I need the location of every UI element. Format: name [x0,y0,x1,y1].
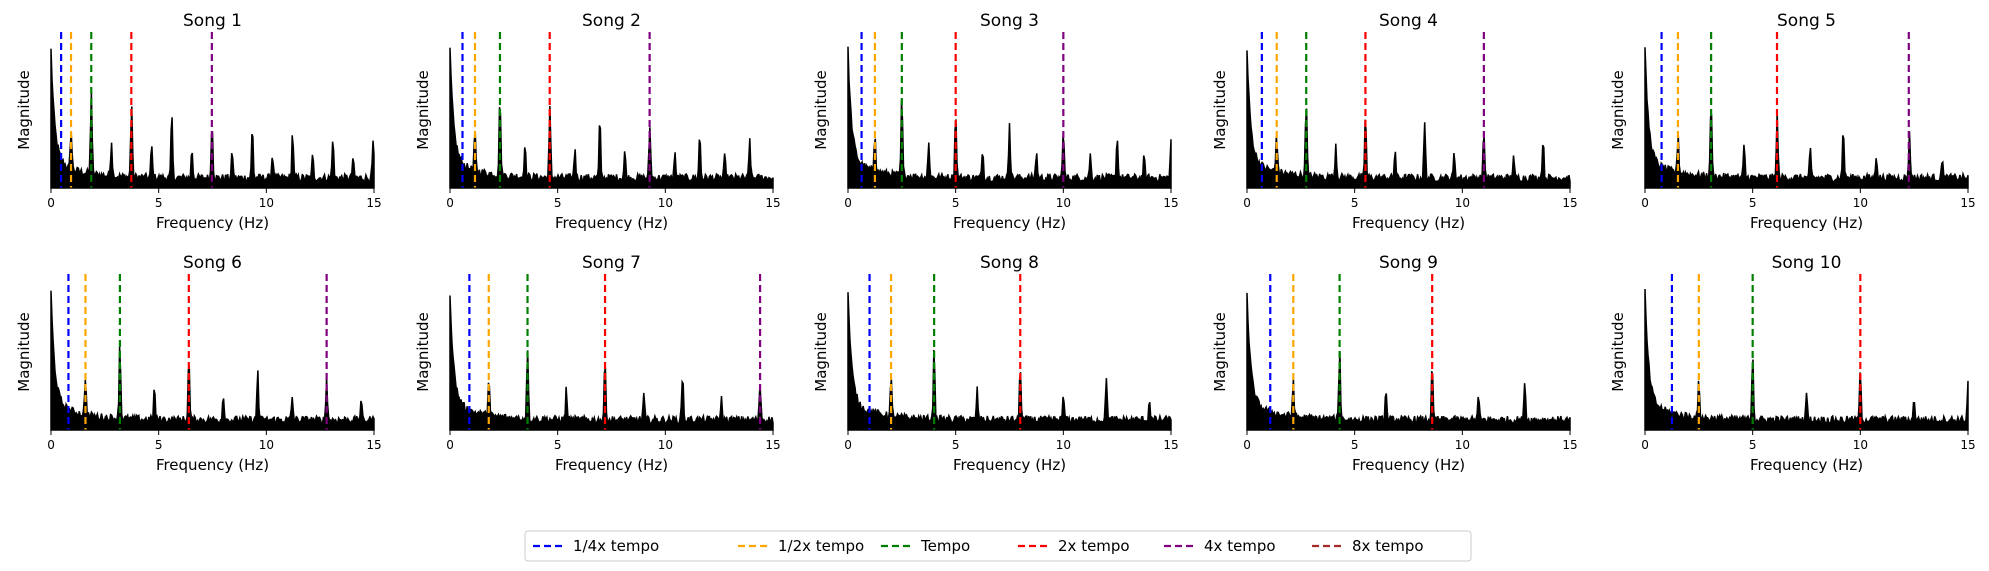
x-axis-label: Frequency (Hz) [156,456,269,474]
subplot-title: Song 1 [183,11,242,31]
spectrum-line [449,295,774,431]
x-tick-label: 5 [554,196,562,210]
legend-label: 1/2x tempo [778,537,864,555]
y-axis-label: Magnitude [812,312,830,391]
x-tick-label: 10 [1056,196,1071,210]
x-tick-label: 0 [1641,196,1649,210]
x-axis-label: Frequency (Hz) [1750,456,1863,474]
subplot-title: Song 9 [1379,253,1438,273]
x-tick-label: 10 [1056,438,1071,452]
x-tick-label: 15 [1562,438,1577,452]
x-tick-label: 5 [1749,196,1757,210]
x-tick-label: 10 [658,196,673,210]
subplot-title: Song 3 [980,11,1039,31]
x-axis-label: Frequency (Hz) [1352,456,1465,474]
legend-label: 1/4x tempo [573,537,659,555]
subplot-song-9: 0 5 10 15 Frequency (Hz) Magnitude Song 9 [1211,253,1578,474]
subplot-song-8: 0 5 10 15 Frequency (Hz) Magnitude Song 8 [812,253,1179,474]
spectrum-line [50,290,375,431]
spectrum-line [1246,292,1571,431]
subplot-title: Song 8 [980,253,1039,273]
subplot-song-1: 0 5 10 15 Frequency (Hz) Magnitude Song 1 [15,11,382,232]
x-tick-label: 0 [844,438,852,452]
spectrum-line [847,46,1172,189]
x-tick-label: 0 [1641,438,1649,452]
spectrum-line [847,292,1172,431]
subplot-song-3: 0 5 10 15 Frequency (Hz) Magnitude Song 3 [812,11,1179,232]
x-tick-label: 5 [1749,438,1757,452]
subplot-title: Song 10 [1772,253,1842,273]
x-axis-label: Frequency (Hz) [953,214,1066,232]
x-tick-label: 15 [765,438,780,452]
x-tick-label: 15 [765,196,780,210]
subplot-title: Song 5 [1777,11,1836,31]
x-tick-label: 10 [1455,438,1470,452]
subplot-song-4: 0 5 10 15 Frequency (Hz) Magnitude Song 4 [1211,11,1578,232]
x-tick-label: 10 [259,438,274,452]
x-tick-label: 10 [1455,196,1470,210]
x-tick-label: 0 [1243,196,1251,210]
x-tick-label: 15 [1562,196,1577,210]
x-tick-label: 15 [1960,438,1975,452]
x-tick-label: 5 [1351,438,1359,452]
spectrum-line [1246,50,1571,189]
x-tick-label: 5 [554,438,562,452]
x-tick-label: 5 [1351,196,1359,210]
legend-label: 4x tempo [1204,537,1276,555]
x-tick-label: 0 [844,196,852,210]
x-tick-label: 15 [1163,196,1178,210]
x-tick-label: 0 [1243,438,1251,452]
x-tick-label: 5 [952,438,960,452]
subplot-song-7: 0 5 10 15 Frequency (Hz) Magnitude Song 7 [414,253,781,474]
spectrum-line [449,47,774,189]
x-tick-label: 0 [47,438,55,452]
y-axis-label: Magnitude [812,70,830,149]
y-axis-label: Magnitude [414,312,432,391]
x-axis-label: Frequency (Hz) [953,456,1066,474]
subplot-song-2: 0 5 10 15 Frequency (Hz) Magnitude Song 2 [414,11,781,232]
x-tick-label: 5 [155,196,163,210]
subplot-title: Song 6 [183,253,242,273]
x-tick-label: 15 [366,438,381,452]
spectrum-line [1644,288,1969,431]
spectrum-line [1644,47,1969,189]
y-axis-label: Magnitude [1211,312,1229,391]
x-tick-label: 10 [658,438,673,452]
subplot-song-5: 0 5 10 15 Frequency (Hz) Magnitude Song 5 [1609,11,1976,232]
legend: 1/4x tempo 1/2x tempo Tempo 2x tempo 4x temp… [524,530,1472,562]
y-axis-label: Magnitude [1211,70,1229,149]
x-tick-label: 0 [446,196,454,210]
x-tick-label: 15 [1163,438,1178,452]
y-axis-label: Magnitude [15,70,33,149]
x-tick-label: 10 [259,196,274,210]
subplot-title: Song 7 [582,253,641,273]
x-axis-label: Frequency (Hz) [1352,214,1465,232]
x-tick-label: 15 [366,196,381,210]
x-axis-label: Frequency (Hz) [555,456,668,474]
x-axis-label: Frequency (Hz) [1750,214,1863,232]
x-tick-label: 10 [1853,196,1868,210]
x-tick-label: 0 [446,438,454,452]
legend-label: 2x tempo [1058,537,1130,555]
subplot-title: Song 2 [582,11,641,31]
x-tick-label: 5 [952,196,960,210]
x-tick-label: 15 [1960,196,1975,210]
x-tick-label: 5 [155,438,163,452]
subplot-title: Song 4 [1379,11,1438,31]
legend-label: 8x tempo [1352,537,1424,555]
subplot-song-6: 0 5 10 15 Frequency (Hz) Magnitude Song 6 [15,253,382,474]
x-tick-label: 10 [1853,438,1868,452]
y-axis-label: Magnitude [1609,312,1627,391]
y-axis-label: Magnitude [1609,70,1627,149]
legend-label: Tempo [920,537,970,555]
x-axis-label: Frequency (Hz) [555,214,668,232]
subplot-song-10: 0 5 10 15 Frequency (Hz) Magnitude Song 10 [1609,253,1976,474]
y-axis-label: Magnitude [15,312,33,391]
x-axis-label: Frequency (Hz) [156,214,269,232]
y-axis-label: Magnitude [414,70,432,149]
legend-frame [524,530,1472,562]
x-tick-label: 0 [47,196,55,210]
